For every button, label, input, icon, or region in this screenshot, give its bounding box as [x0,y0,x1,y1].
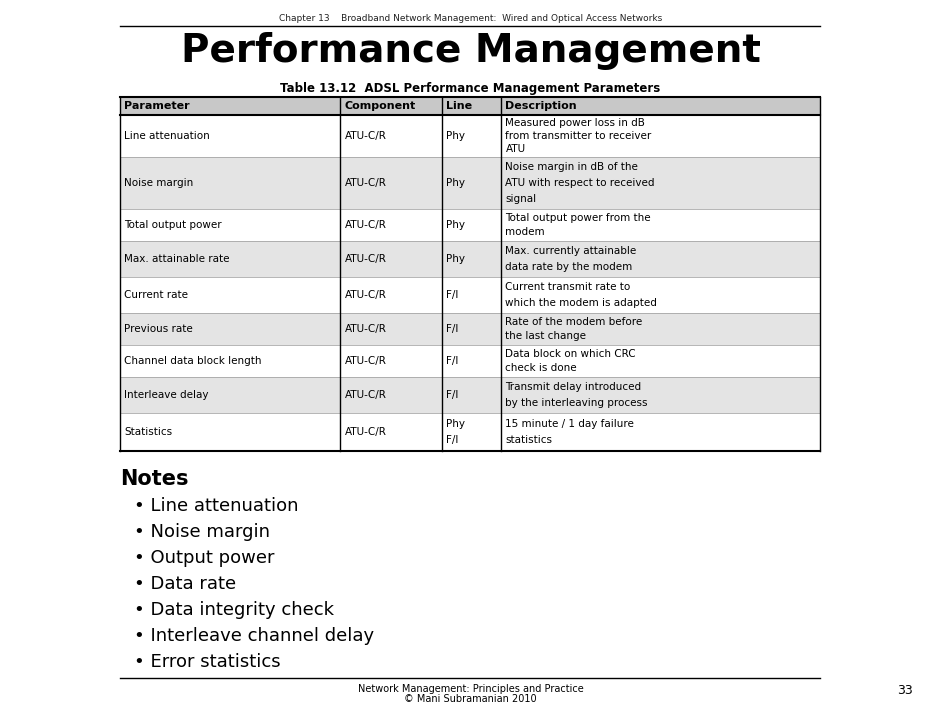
Bar [120,277,820,313]
Text: Interleave delay: Interleave delay [124,390,209,400]
Text: F/I: F/I [446,356,458,366]
Text: ATU with respect to received: ATU with respect to received [505,178,655,188]
Text: ATU-C/R: ATU-C/R [344,427,387,437]
Text: Component: Component [344,101,416,111]
Text: signal: signal [505,193,536,204]
Text: modem: modem [505,227,545,237]
Text: F/I: F/I [446,390,458,400]
Text: F/I: F/I [446,436,458,445]
Text: Transmit delay introduced: Transmit delay introduced [505,382,642,392]
Text: ATU: ATU [505,144,526,154]
Bar [120,313,820,345]
Text: • Error statistics: • Error statistics [134,653,280,671]
Text: ATU-C/R: ATU-C/R [344,220,387,230]
Bar [120,115,820,157]
Text: statistics: statistics [505,436,552,445]
Text: • Noise margin: • Noise margin [134,523,270,541]
Text: © Mani Subramanian 2010: © Mani Subramanian 2010 [405,694,536,704]
Text: Phy: Phy [446,178,465,188]
Text: Statistics: Statistics [124,427,172,437]
Text: Description: Description [505,101,577,111]
Text: Measured power loss in dB: Measured power loss in dB [505,119,646,128]
Text: check is done: check is done [505,363,577,373]
Bar [120,241,820,277]
Text: • Data integrity check: • Data integrity check [134,601,334,619]
Text: ATU-C/R: ATU-C/R [344,254,387,264]
Text: Total output power from the: Total output power from the [505,213,651,223]
Text: Current rate: Current rate [124,290,188,300]
Text: F/I: F/I [446,290,458,300]
Text: 15 minute / 1 day failure: 15 minute / 1 day failure [505,419,634,429]
Bar [120,209,820,241]
Text: Previous rate: Previous rate [124,324,193,334]
Text: the last change: the last change [505,331,586,341]
Text: Max. attainable rate: Max. attainable rate [124,254,230,264]
Text: Total output power: Total output power [124,220,222,230]
Bar [120,157,820,209]
Text: Max. currently attainable: Max. currently attainable [505,246,637,256]
Text: F/I: F/I [446,324,458,334]
Bar [120,413,820,451]
Text: 33: 33 [897,683,913,697]
Text: ATU-C/R: ATU-C/R [344,178,387,188]
Text: Line: Line [446,101,472,111]
Text: Data block on which CRC: Data block on which CRC [505,349,636,359]
Text: Table 13.12  ADSL Performance Management Parameters: Table 13.12 ADSL Performance Management … [280,82,661,95]
Bar [120,97,820,115]
Text: ATU-C/R: ATU-C/R [344,390,387,400]
Text: ATU-C/R: ATU-C/R [344,324,387,334]
Text: • Data rate: • Data rate [134,575,236,593]
Text: Phy: Phy [446,220,465,230]
Text: from transmitter to receiver: from transmitter to receiver [505,131,652,141]
Text: Phy: Phy [446,254,465,264]
Bar [120,345,820,377]
Text: ATU-C/R: ATU-C/R [344,356,387,366]
Text: • Line attenuation: • Line attenuation [134,497,298,515]
Text: Network Management: Principles and Practice: Network Management: Principles and Pract… [358,684,583,694]
Text: Parameter: Parameter [124,101,190,111]
Text: by the interleaving process: by the interleaving process [505,397,648,408]
Text: Line attenuation: Line attenuation [124,131,210,141]
Text: Phy: Phy [446,131,465,141]
Text: Performance Management: Performance Management [181,32,760,70]
Text: Noise margin in dB of the: Noise margin in dB of the [505,162,638,172]
Text: Channel data block length: Channel data block length [124,356,262,366]
Text: data rate by the modem: data rate by the modem [505,262,632,272]
Text: Noise margin: Noise margin [124,178,193,188]
Bar [120,377,820,413]
Text: Phy: Phy [446,419,465,429]
Text: Current transmit rate to: Current transmit rate to [505,282,630,292]
Text: • Output power: • Output power [134,549,275,567]
Text: • Interleave channel delay: • Interleave channel delay [134,627,375,645]
Text: Rate of the modem before: Rate of the modem before [505,317,643,327]
Text: which the modem is adapted: which the modem is adapted [505,298,658,308]
Text: ATU-C/R: ATU-C/R [344,290,387,300]
Text: ATU-C/R: ATU-C/R [344,131,387,141]
Text: Chapter 13    Broadband Network Management:  Wired and Optical Access Networks: Chapter 13 Broadband Network Management:… [279,14,662,23]
Text: Notes: Notes [120,469,188,489]
